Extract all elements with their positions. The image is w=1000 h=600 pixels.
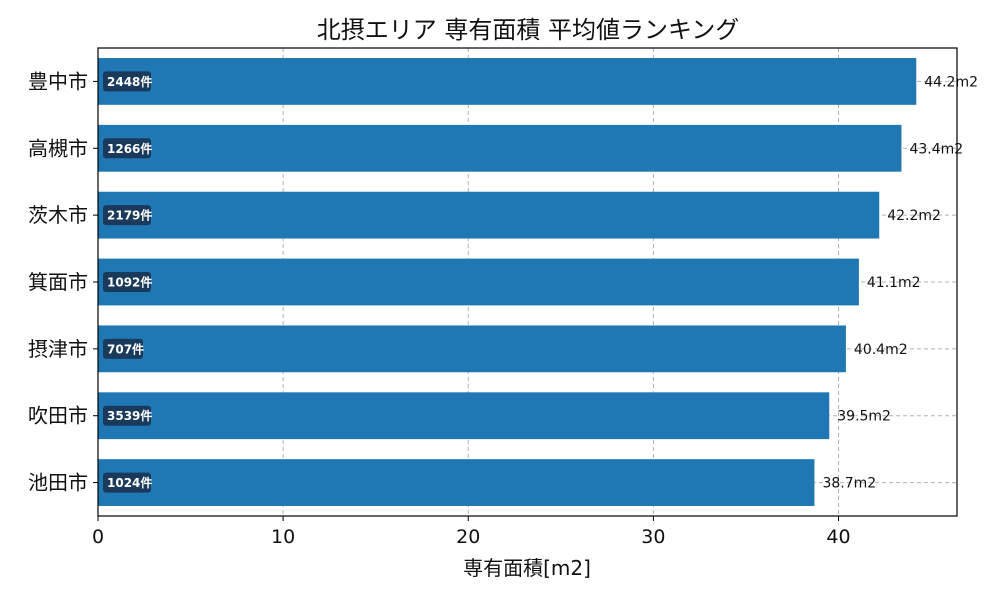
x-tick-label: 10 (271, 526, 295, 548)
bar (98, 58, 917, 105)
axes: 0 10 20 30 40 (92, 47, 958, 548)
count-label: 3539件 (107, 408, 152, 423)
x-tick-label: 20 (456, 526, 480, 548)
count-label: 707件 (107, 341, 144, 356)
chart-title: 北摂エリア 専有面積 平均値ランキング (317, 16, 740, 44)
x-tick-label: 0 (92, 526, 104, 548)
value-label: 40.4m2 (854, 342, 908, 358)
y-tick-label: 箕面市 (28, 270, 88, 294)
count-label: 2179件 (107, 208, 152, 223)
bar (98, 392, 830, 440)
value-label: 43.4m2 (909, 141, 963, 157)
y-tick-label: 池田市 (28, 471, 88, 495)
y-tick-label: 茨木市 (28, 203, 88, 227)
value-label: 42.2m2 (887, 208, 941, 224)
bar (98, 191, 880, 239)
x-axis-label: 専有面積[m2] (463, 556, 591, 580)
bar (98, 124, 902, 172)
count-label: 1266件 (107, 141, 152, 156)
y-tick-label: 吹田市 (28, 404, 88, 428)
count-badge (103, 205, 151, 226)
bar (98, 258, 859, 306)
bar (98, 325, 846, 373)
x-tick-label: 30 (641, 526, 665, 548)
value-label: 38.7m2 (822, 476, 876, 492)
plot-frame (97, 47, 958, 517)
count-badge (103, 472, 151, 493)
y-tick-label: 摂津市 (28, 337, 88, 361)
count-badge (103, 138, 151, 159)
count-label: 2448件 (107, 74, 152, 89)
y-tick-label: 豊中市 (28, 69, 88, 93)
x-tick-label: 40 (826, 526, 850, 548)
y-tick-label: 高槻市 (28, 136, 88, 160)
value-label: 39.5m2 (837, 409, 891, 425)
count-badge (103, 338, 143, 359)
value-label: 41.1m2 (867, 275, 921, 291)
count-badge (103, 405, 151, 426)
bars (98, 58, 917, 506)
value-label: 44.2m2 (924, 74, 978, 90)
count-label: 1024件 (107, 475, 152, 490)
count-label: 1092件 (107, 275, 152, 290)
count-badge (103, 272, 151, 292)
bar (98, 459, 815, 506)
count-badge (103, 71, 151, 92)
